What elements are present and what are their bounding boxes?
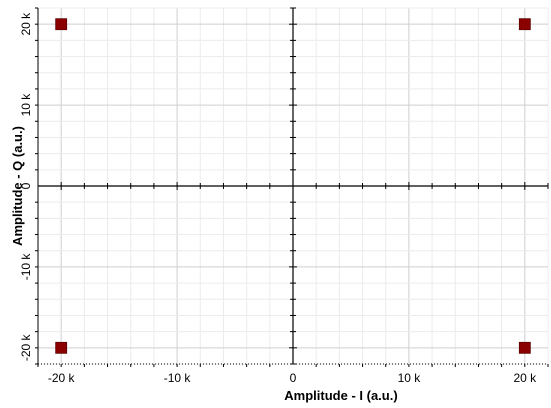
y-tick-label: -20 k [19,333,33,361]
data-point [518,341,531,354]
ticks: -20 k -10 k 0 10 k 20 k 20 k 10 k 0 -10 k -20 k [19,12,537,385]
data-points [55,18,531,354]
x-tick-label: -10 k [164,371,192,385]
x-tick-label: 10 k [398,371,422,385]
y-tick-label: 10 k [19,93,33,117]
data-point [55,341,68,354]
x-tick-label: 0 [290,371,297,385]
y-axis-label: Amplitude - Q (a.u.) [10,126,25,246]
axes [35,7,549,367]
x-tick-label: 20 k [513,371,537,385]
y-tick-label: 0 [19,182,33,189]
data-point [55,18,68,31]
x-tick-label: -20 k [48,371,76,385]
data-point [518,18,531,31]
x-axis-label: Amplitude - I (a.u.) [284,388,397,403]
y-tick-label: -10 k [19,253,33,281]
y-tick-label: 20 k [19,12,33,36]
